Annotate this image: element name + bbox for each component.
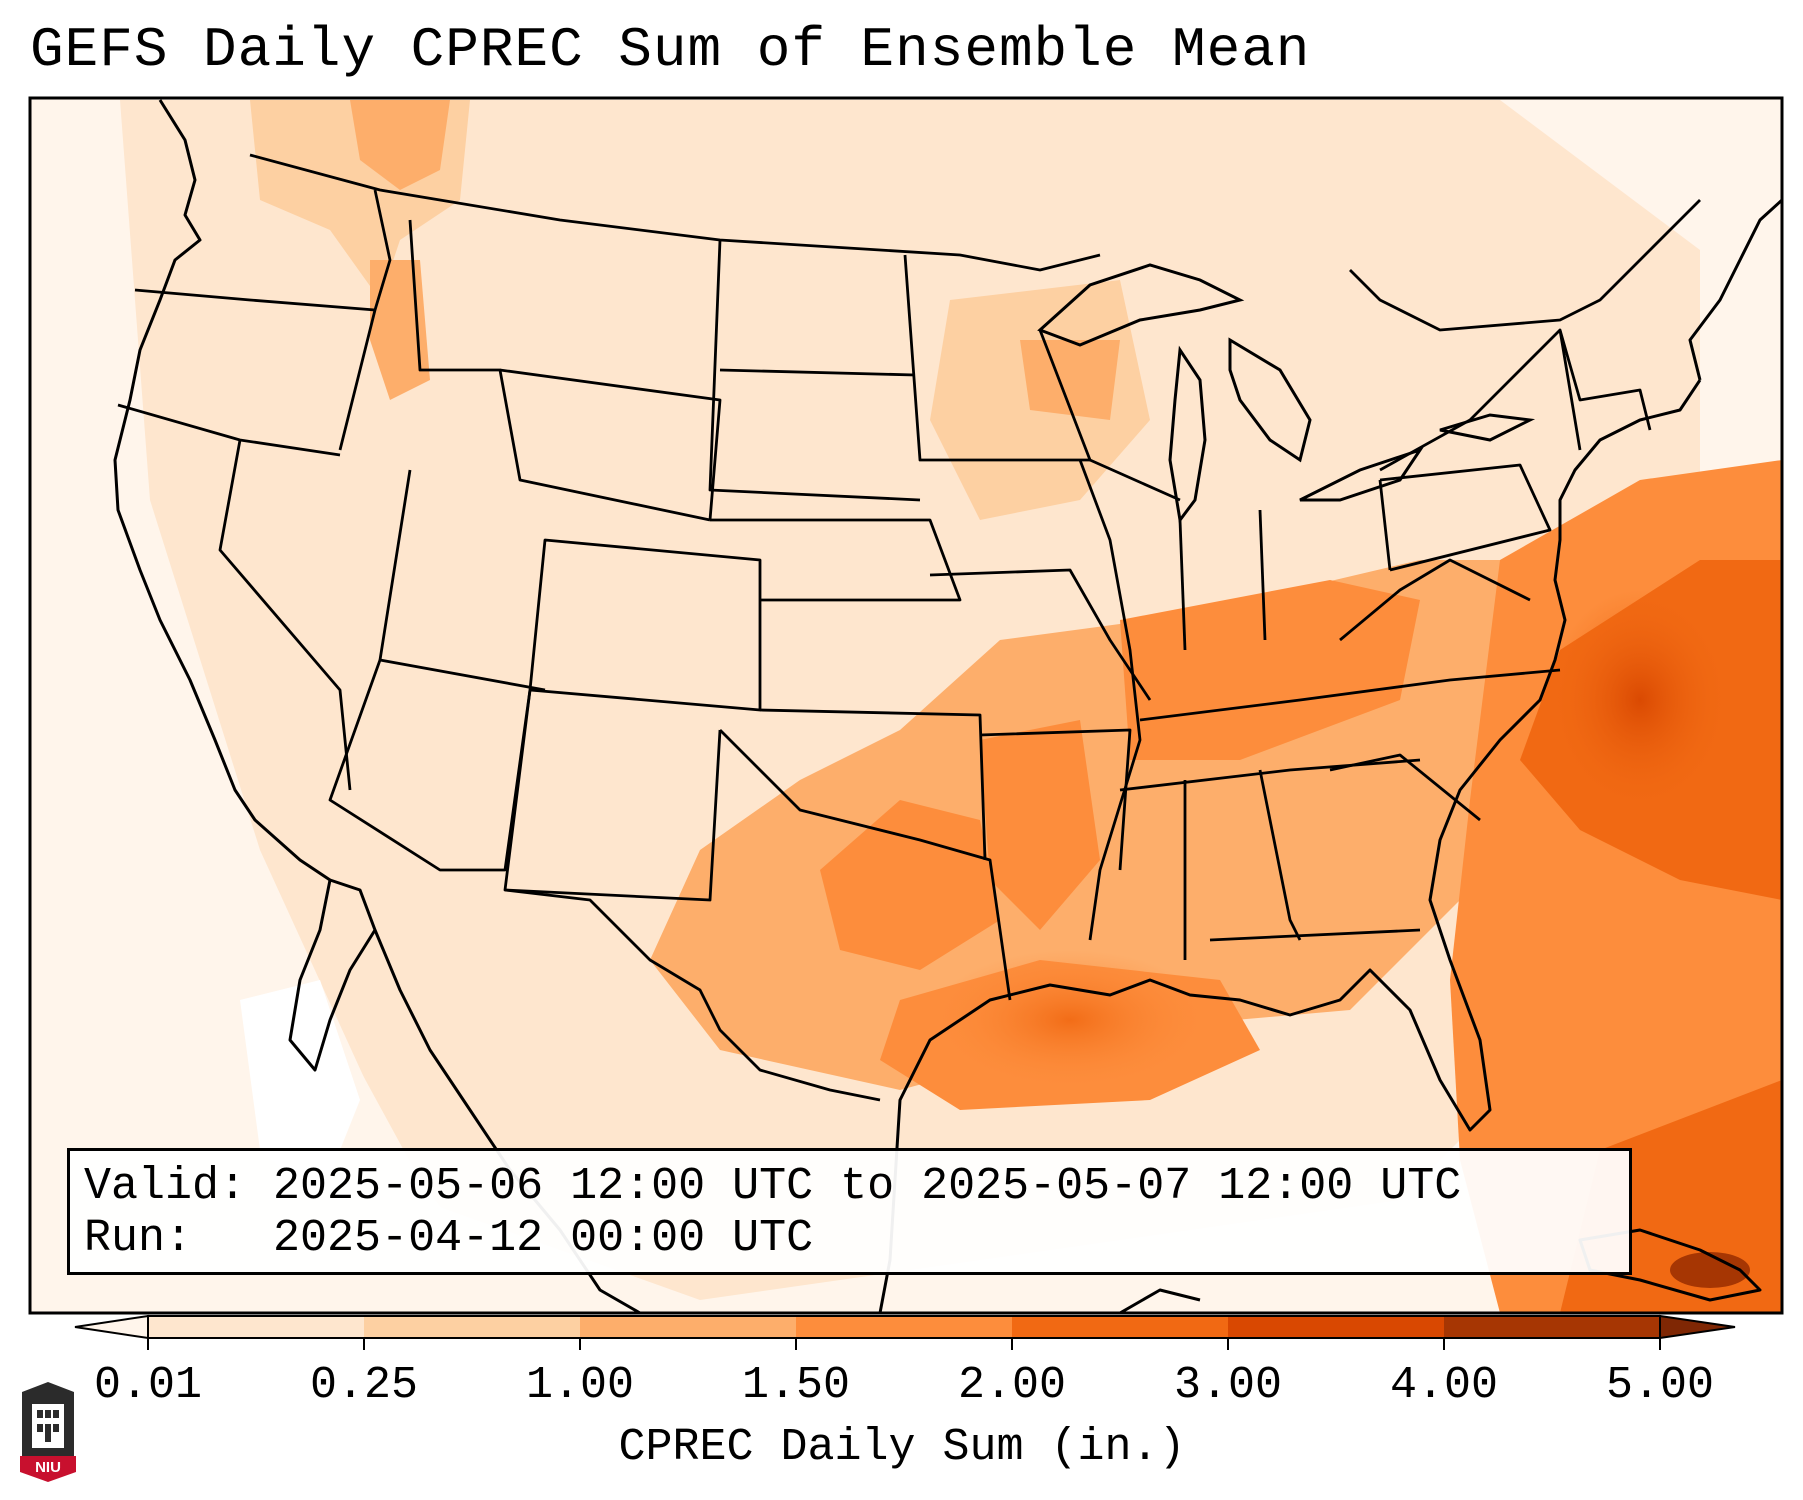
- colorbar-extend-high: [1659, 1314, 1736, 1340]
- colorbar-segment: [148, 1316, 365, 1338]
- boundary-mn-ia: [903, 254, 1090, 462]
- canada-border-east: [1349, 199, 1701, 332]
- boundary-ia-mo: [929, 568, 1152, 701]
- precip-field-atlantic-max: [1550, 590, 1730, 810]
- northeast-coastline: [1688, 198, 1782, 381]
- precip-field-tennessee: [1120, 580, 1420, 760]
- precip-field-great-lakes: [1020, 340, 1120, 420]
- colorbar-tick-label: 1.50: [741, 1360, 851, 1411]
- colorbar-extend-low: [74, 1314, 149, 1340]
- boundary-carolinas: [1329, 753, 1481, 822]
- colorbar-segment: [1444, 1316, 1661, 1338]
- valid-value: 2025-05-06 12:00 UTC to 2025-05-07 12:00…: [273, 1161, 1462, 1212]
- colorbar-segment: [1228, 1316, 1445, 1338]
- boundary-wy: [499, 368, 722, 521]
- colorbar: [74, 1314, 1736, 1340]
- boundary-pa: [1379, 463, 1552, 572]
- boundary-wa-or: [134, 288, 376, 312]
- colorbar-segment: [1012, 1316, 1229, 1338]
- baja-coastline: [288, 878, 377, 1072]
- colorbar-tick-label: 1.00: [525, 1360, 635, 1411]
- precip-field-gulf-core: [930, 950, 1210, 1090]
- lake-huron: [1228, 337, 1312, 463]
- run-label: Run:: [84, 1213, 193, 1264]
- boundary-tx-west: [504, 888, 881, 1102]
- boundary-nm-east: [503, 689, 722, 902]
- precip-field-arklatex: [980, 720, 1100, 930]
- colorbar-outline: [147, 1315, 1661, 1339]
- boundary-dakotas: [708, 239, 921, 502]
- precip-field-baja-dry: [240, 980, 360, 1200]
- state-boundaries: [117, 153, 1701, 1102]
- boundary-tx: [719, 729, 1012, 1001]
- boundary-tn-south: [1119, 758, 1421, 792]
- boundary-ga-fl: [1209, 928, 1421, 942]
- niu-logo: NIU: [20, 1382, 76, 1482]
- map-title: GEFS Daily CPREC Sum of Ensemble Mean: [30, 18, 1311, 82]
- boundary-ne-ks: [710, 518, 962, 602]
- mexico-west-coast: [373, 929, 641, 1313]
- boundary-ks-ok: [759, 708, 987, 861]
- boundary-id-west: [338, 189, 392, 451]
- precip-field-nw-core: [350, 100, 450, 190]
- colorbar-segment: [796, 1316, 1013, 1338]
- lake-erie: [1299, 447, 1424, 502]
- boundary-az-nm: [328, 659, 532, 872]
- great-lakes: [1037, 263, 1536, 524]
- lake-superior: [1037, 263, 1245, 347]
- map-border: [28, 96, 1784, 1315]
- colorbar-segment: [364, 1316, 581, 1338]
- boundary-ky-tn: [1139, 668, 1561, 722]
- boundary-nv-east: [218, 439, 352, 791]
- colorbar-tick-label: 5.00: [1605, 1360, 1715, 1411]
- colorbar-tick-label: 4.00: [1389, 1360, 1499, 1411]
- colorbar-tick-label: 0.01: [93, 1360, 203, 1411]
- boundary-ny: [1379, 328, 1582, 472]
- boundary-new-england: [1558, 329, 1652, 431]
- valid-run-info-box: Valid: 2025-05-06 12:00 UTC to 2025-05-0…: [67, 1148, 1632, 1275]
- boundary-nd-sd: [719, 368, 916, 377]
- valid-label: Valid:: [84, 1161, 247, 1212]
- precip-field-caribbean-max: [1670, 1252, 1750, 1288]
- yucatan-coastline: [1119, 1288, 1201, 1313]
- precip-field-texas-ok: [820, 800, 1000, 970]
- boundary-il-in: [1178, 519, 1187, 651]
- colorbar-segment: [580, 1316, 797, 1338]
- colorbar-ticks: [147, 1338, 1661, 1350]
- lake-ontario: [1439, 413, 1536, 442]
- valid-line: Valid: 2025-05-06 12:00 UTC to 2025-05-0…: [84, 1161, 1461, 1212]
- logo-text: NIU: [35, 1459, 61, 1476]
- lake-michigan: [1168, 345, 1207, 524]
- run-line: Run: 2025-04-12 00:00 UTC: [84, 1213, 813, 1264]
- boundary-wi-il: [1038, 329, 1181, 502]
- colorbar-label: CPREC Daily Sum (in.): [618, 1422, 1186, 1473]
- boundary-ms-river: [1078, 459, 1142, 941]
- boundary-al-ga: [1258, 769, 1302, 941]
- colorbar-tick-label: 0.25: [309, 1360, 419, 1411]
- gulf-coastline: [878, 379, 1702, 1313]
- map-frame: [30, 98, 1782, 1313]
- boundary-mo-ar: [979, 728, 1132, 871]
- colorbar-tick-label: 3.00: [1173, 1360, 1283, 1411]
- boundary-wv-va: [1339, 558, 1531, 642]
- pacific-coastline: [113, 99, 331, 882]
- boundary-in-oh: [1258, 509, 1267, 641]
- run-value: 2025-04-12 00:00 UTC: [273, 1213, 814, 1264]
- boundary-oh-pa: [1378, 479, 1392, 571]
- colorbar-tick-label: 2.00: [957, 1360, 1067, 1411]
